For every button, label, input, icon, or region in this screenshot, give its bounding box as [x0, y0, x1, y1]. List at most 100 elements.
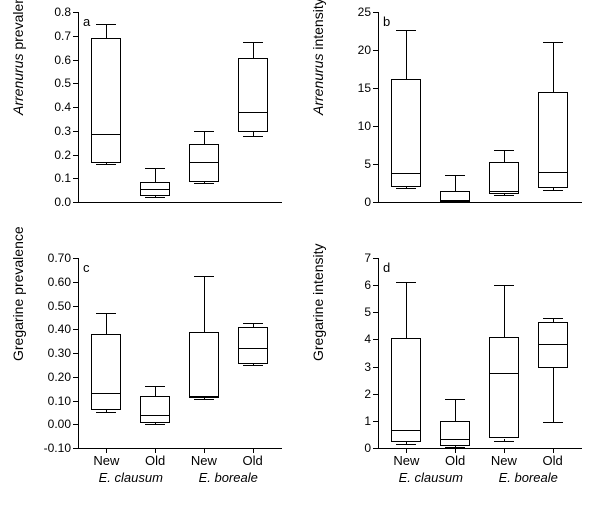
- ytick-mark: [373, 164, 378, 165]
- ytick-mark: [73, 282, 78, 283]
- ytick-mark: [73, 401, 78, 402]
- ytick-label: 25: [358, 5, 371, 19]
- ytick-mark: [73, 178, 78, 179]
- median-line: [538, 172, 568, 173]
- whisker-cap-upper: [494, 285, 514, 286]
- ytick-mark: [73, 107, 78, 108]
- whisker-upper: [155, 168, 156, 182]
- box: [538, 92, 568, 189]
- whisker-cap-lower: [396, 188, 416, 189]
- ytick-mark: [73, 353, 78, 354]
- box: [91, 334, 121, 410]
- ytick-label: 0.6: [54, 53, 71, 67]
- whisker-cap-lower: [243, 365, 263, 366]
- ytick-label: 5: [364, 157, 371, 171]
- whisker-cap-lower: [145, 197, 165, 198]
- median-line: [440, 439, 470, 440]
- ytick-mark: [373, 394, 378, 395]
- whisker-cap-upper: [396, 30, 416, 31]
- ytick-label: 4: [364, 332, 371, 346]
- ytick-mark: [73, 131, 78, 132]
- ytick-label: 7: [364, 251, 371, 265]
- box: [538, 322, 568, 368]
- xcat-label: New: [191, 453, 217, 468]
- ytick-mark: [73, 36, 78, 37]
- ytick-label: 15: [358, 81, 371, 95]
- box: [189, 144, 219, 182]
- ytick-label: 0.8: [54, 5, 71, 19]
- xcat-label: Old: [542, 453, 562, 468]
- ytick-mark: [73, 377, 78, 378]
- whisker-cap-lower: [445, 447, 465, 448]
- whisker-cap-lower: [494, 441, 514, 442]
- box: [238, 327, 268, 364]
- median-line: [189, 162, 219, 163]
- whisker-cap-lower: [96, 412, 116, 413]
- ylabel-b: Arrenurus intensity: [310, 95, 326, 115]
- median-line: [140, 189, 170, 190]
- ytick-mark: [73, 329, 78, 330]
- whisker-cap-upper: [145, 168, 165, 169]
- ytick-mark: [373, 285, 378, 286]
- ytick-label: 20: [358, 43, 371, 57]
- panel-letter-c: c: [83, 260, 90, 275]
- whisker-upper: [106, 313, 107, 334]
- ytick-label: 0.50: [48, 299, 71, 313]
- ytick-mark: [373, 88, 378, 89]
- species-label-text: E. clausum: [99, 470, 163, 485]
- ytick-label: 0.7: [54, 29, 71, 43]
- ytick-label: 3: [364, 360, 371, 374]
- median-line: [489, 373, 519, 374]
- whisker-upper: [204, 276, 205, 332]
- median-line: [538, 344, 568, 345]
- ylabel-prefix-c: Gregarine: [10, 299, 26, 361]
- whisker-cap-upper: [445, 175, 465, 176]
- median-line: [391, 173, 421, 174]
- median-line: [238, 112, 268, 113]
- whisker-lower: [553, 368, 554, 422]
- species-label-text: E. boreale: [199, 470, 258, 485]
- ytick-label: 0: [364, 441, 371, 455]
- species-label-text: E. clausum: [399, 470, 463, 485]
- xtick-mark: [204, 448, 205, 453]
- whisker-cap-upper: [243, 42, 263, 43]
- ytick-mark: [373, 448, 378, 449]
- species-label: E. clausum: [381, 470, 481, 485]
- xcat-label: Old: [242, 453, 262, 468]
- species-label: E. clausum: [81, 470, 181, 485]
- ytick-mark: [73, 202, 78, 203]
- ytick-label: 0.4: [54, 100, 71, 114]
- ylabel-rest-b: intensity: [310, 0, 326, 54]
- ytick-mark: [373, 126, 378, 127]
- median-line: [440, 200, 470, 201]
- whisker-upper: [406, 282, 407, 338]
- box: [140, 396, 170, 423]
- ytick-label: 6: [364, 278, 371, 292]
- whisker-cap-upper: [96, 24, 116, 25]
- whisker-cap-lower: [243, 136, 263, 137]
- box: [391, 338, 421, 442]
- whisker-cap-lower: [494, 195, 514, 196]
- ytick-label: 0.2: [54, 148, 71, 162]
- ytick-label: 0.5: [54, 76, 71, 90]
- ytick-label: -0.10: [44, 441, 71, 455]
- whisker-cap-upper: [445, 399, 465, 400]
- whisker-cap-upper: [194, 276, 214, 277]
- xtick-mark: [106, 448, 107, 453]
- ytick-mark: [373, 258, 378, 259]
- xtick-mark: [504, 448, 505, 453]
- whisker-upper: [406, 30, 407, 79]
- whisker-cap-upper: [243, 323, 263, 324]
- median-line: [391, 430, 421, 431]
- whisker-cap-upper: [96, 313, 116, 314]
- ytick-mark: [73, 448, 78, 449]
- whisker-cap-lower: [194, 183, 214, 184]
- ytick-label: 10: [358, 119, 371, 133]
- median-line: [91, 393, 121, 394]
- whisker-cap-lower: [145, 424, 165, 425]
- box: [91, 38, 121, 163]
- ytick-mark: [373, 339, 378, 340]
- median-line: [489, 191, 519, 192]
- whisker-cap-upper: [194, 131, 214, 132]
- ylabel-rest-d: intensity: [310, 243, 326, 298]
